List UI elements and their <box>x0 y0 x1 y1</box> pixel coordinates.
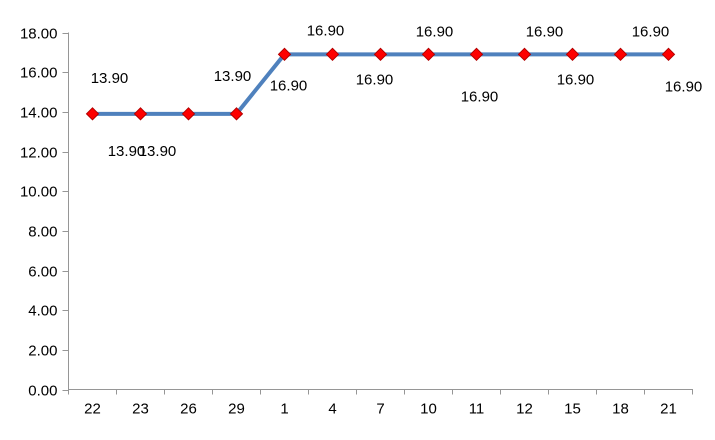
data-point-marker <box>325 47 340 62</box>
data-point-marker <box>613 47 628 62</box>
data-point-label: 16.90 <box>270 77 308 94</box>
data-point-marker <box>373 47 388 62</box>
x-axis-category-label: 23 <box>132 401 149 418</box>
data-point-label: 13.90 <box>139 143 177 160</box>
data-point-label: 16.90 <box>557 71 595 88</box>
y-axis-tick-label: 8.00 <box>28 224 57 241</box>
data-point-marker <box>181 107 196 121</box>
data-point-marker <box>469 47 484 62</box>
data-point-marker <box>565 47 580 62</box>
data-point-label: 13.90 <box>91 70 129 87</box>
data-point-marker <box>229 107 244 121</box>
data-point-label: 16.90 <box>665 78 703 95</box>
x-axis-category-label: 11 <box>469 401 485 418</box>
x-axis-category-label: 18 <box>612 401 629 418</box>
x-axis-category-label: 15 <box>564 401 581 418</box>
y-axis-tick-label: 10.00 <box>20 184 58 201</box>
y-axis-tick-label: 4.00 <box>28 303 57 320</box>
y-axis-tick-label: 2.00 <box>28 343 57 360</box>
data-point-marker <box>277 47 292 62</box>
data-point-marker <box>133 107 148 121</box>
data-point-label: 16.90 <box>307 22 345 39</box>
data-point-marker <box>85 107 100 121</box>
data-point-marker <box>421 47 436 62</box>
x-axis-category-label: 7 <box>376 401 384 418</box>
data-point-marker <box>517 47 532 62</box>
data-point-label: 16.90 <box>461 88 499 105</box>
x-axis-category-label: 1 <box>280 401 288 418</box>
x-axis-category-label: 10 <box>420 401 437 418</box>
x-axis-category-label: 22 <box>84 401 101 418</box>
data-point-label: 16.90 <box>356 71 394 88</box>
x-axis-category-label: 29 <box>228 401 245 418</box>
y-axis-tick-label: 18.00 <box>20 26 58 43</box>
y-axis-tick-label: 16.00 <box>20 65 58 82</box>
data-point-label: 16.90 <box>526 23 564 40</box>
y-axis-tick-label: 14.00 <box>20 105 58 122</box>
x-axis-category-label: 26 <box>180 401 197 418</box>
data-point-marker <box>661 47 676 62</box>
x-axis-category-label: 12 <box>516 401 533 418</box>
y-axis-tick-label: 12.00 <box>20 145 58 162</box>
data-point-label: 13.90 <box>108 143 146 160</box>
x-axis-category-label: 21 <box>660 401 677 418</box>
x-axis-category-label: 4 <box>328 401 336 418</box>
data-point-label: 16.90 <box>632 23 670 40</box>
y-axis-tick-label: 6.00 <box>28 264 57 281</box>
y-axis-tick-label: 0.00 <box>28 383 57 400</box>
data-point-label: 13.90 <box>214 68 252 85</box>
data-point-label: 16.90 <box>416 23 454 40</box>
